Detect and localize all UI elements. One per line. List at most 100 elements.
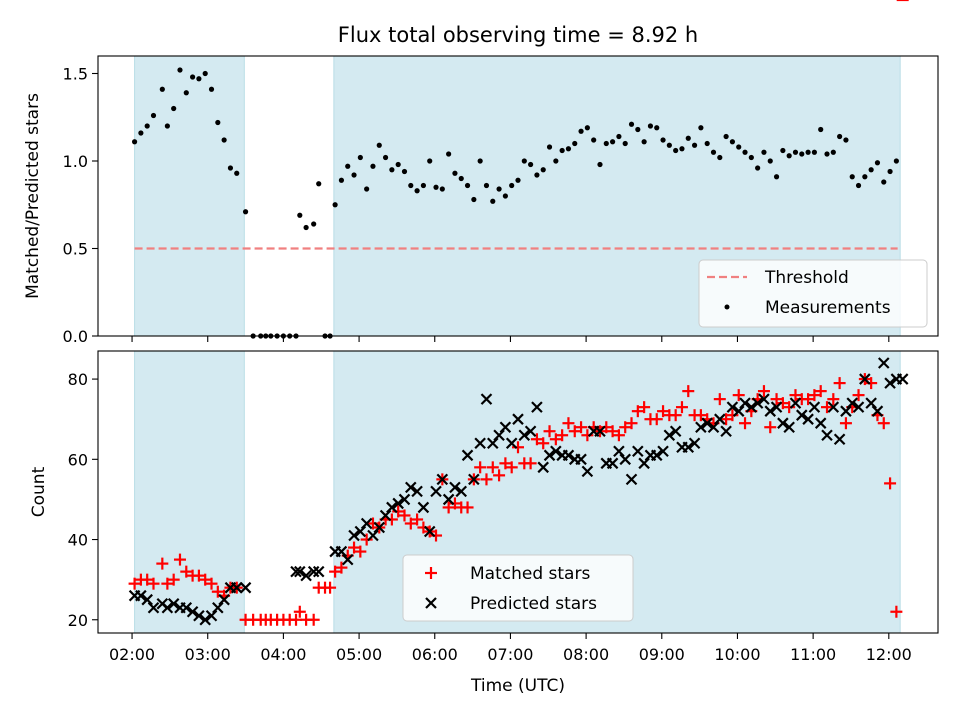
matched-star-point bbox=[167, 573, 180, 586]
measurement-point bbox=[351, 172, 357, 178]
predicted-star-point bbox=[688, 437, 701, 450]
predicted-star-point bbox=[161, 601, 174, 614]
measurement-point bbox=[641, 139, 647, 145]
x-tick-label: 08:00 bbox=[563, 645, 609, 664]
matched-star-point bbox=[732, 389, 745, 402]
measurement-point bbox=[401, 168, 408, 175]
predicted-star-point bbox=[461, 449, 474, 462]
matched-star-point bbox=[669, 409, 682, 422]
x-axis-ticks: 02:00 03:00 04:00 05:00 06:00 07:00 08:00 09:00… bbox=[109, 633, 912, 664]
predicted-star-point bbox=[205, 609, 218, 622]
measurement-point bbox=[673, 147, 679, 154]
matched-star-point bbox=[324, 581, 337, 594]
predicted-star-point bbox=[423, 525, 436, 538]
predicted-star-point bbox=[212, 601, 224, 614]
matched-star-point bbox=[404, 517, 417, 530]
legend-predicted-label: Predicted stars bbox=[470, 594, 597, 614]
measurement-point bbox=[647, 123, 654, 129]
panel-counts: 20 40 60 80 Count 02:00 03:00 04:00 05:00 06:00… bbox=[29, 0, 939, 696]
predicted-star-point bbox=[701, 417, 713, 429]
measurement-point bbox=[773, 174, 780, 180]
predicted-star-point bbox=[199, 613, 211, 626]
measurement-point bbox=[515, 177, 521, 183]
measurement-point bbox=[242, 209, 249, 215]
x-tick-label: 02:00 bbox=[109, 645, 155, 664]
count-points bbox=[128, 0, 909, 626]
predicted-star-point bbox=[632, 445, 644, 458]
measurement-point bbox=[131, 139, 138, 145]
y-tick-label: 80 bbox=[68, 370, 88, 389]
matched-star-point bbox=[499, 457, 512, 470]
measurement-point bbox=[843, 137, 849, 143]
matched-star-point bbox=[192, 569, 205, 582]
matched-star-point bbox=[783, 401, 796, 414]
measurement-point bbox=[464, 182, 471, 189]
bottom-axes-frame bbox=[97, 350, 939, 634]
x-tick-label: 10:00 bbox=[714, 645, 760, 664]
measurement-point bbox=[452, 170, 458, 176]
measurement-point bbox=[215, 119, 221, 126]
matched-star-point bbox=[128, 577, 141, 590]
y-tick-label: 40 bbox=[68, 531, 88, 550]
measurement-point bbox=[528, 161, 534, 168]
measurement-point bbox=[685, 135, 691, 141]
matched-star-point bbox=[575, 421, 588, 434]
matched-star-point bbox=[682, 385, 695, 398]
y-tick-label: 0.0 bbox=[63, 327, 88, 346]
matched-star-point bbox=[199, 573, 212, 586]
predicted-star-point bbox=[808, 401, 821, 413]
matched-star-point bbox=[890, 605, 903, 618]
predicted-star-point bbox=[707, 421, 720, 433]
measurement-point bbox=[635, 126, 641, 133]
legend-threshold-label: Threshold bbox=[764, 268, 849, 288]
matched-star-point bbox=[776, 397, 789, 410]
matched-star-point bbox=[675, 401, 688, 414]
y-tick-label: 1.5 bbox=[63, 65, 88, 84]
x-tick-label: 11:00 bbox=[790, 645, 836, 664]
matched-star-point bbox=[694, 409, 707, 422]
matched-star-point bbox=[335, 561, 348, 574]
predicted-star-point bbox=[657, 445, 669, 458]
measurement-point bbox=[297, 212, 303, 218]
predicted-star-point bbox=[865, 397, 877, 409]
predicted-star-point bbox=[300, 569, 312, 582]
matched-star-point bbox=[293, 605, 306, 618]
matched-star-point bbox=[713, 393, 726, 406]
matched-star-point bbox=[461, 501, 474, 514]
predicted-star-point bbox=[833, 433, 846, 446]
predicted-star-point bbox=[512, 413, 524, 425]
measurement-point bbox=[534, 172, 540, 178]
matched-star-point bbox=[180, 565, 193, 578]
matched-star-point bbox=[827, 393, 840, 406]
measurement-point bbox=[189, 74, 196, 80]
measurement-point bbox=[408, 182, 414, 189]
matched-star-point bbox=[156, 557, 169, 570]
bottom-y-axis-label: Count bbox=[29, 466, 49, 517]
y-tick-label: 20 bbox=[68, 611, 88, 630]
bottom-legend: Matched stars Predicted stars bbox=[402, 554, 634, 622]
matched-star-point bbox=[650, 413, 663, 426]
predicted-star-point bbox=[751, 397, 764, 409]
measurement-point bbox=[849, 174, 855, 180]
measurement-point bbox=[874, 160, 881, 166]
matched-star-point bbox=[619, 421, 632, 434]
predicted-star-point bbox=[455, 485, 468, 498]
matched-star-point bbox=[556, 429, 569, 442]
matched-star-point bbox=[354, 545, 367, 558]
matched-star-point bbox=[505, 461, 518, 474]
measurement-point bbox=[616, 133, 622, 140]
matched-star-point bbox=[764, 421, 777, 434]
y-tick-label: 60 bbox=[68, 450, 88, 469]
matched-star-point bbox=[205, 577, 218, 590]
bottom-axes-ticks: 20 40 60 80 bbox=[68, 370, 98, 630]
measurement-point bbox=[316, 181, 322, 187]
measurement-point bbox=[196, 76, 202, 82]
matched-star-point bbox=[211, 585, 224, 598]
predicted-star-point bbox=[846, 397, 859, 409]
matched-star-point bbox=[290, 613, 303, 626]
predicted-star-point bbox=[290, 565, 302, 578]
observing-window-0 bbox=[134, 55, 245, 337]
measurement-point bbox=[805, 149, 811, 155]
measurement-point bbox=[565, 146, 572, 152]
matched-star-point bbox=[612, 429, 625, 442]
